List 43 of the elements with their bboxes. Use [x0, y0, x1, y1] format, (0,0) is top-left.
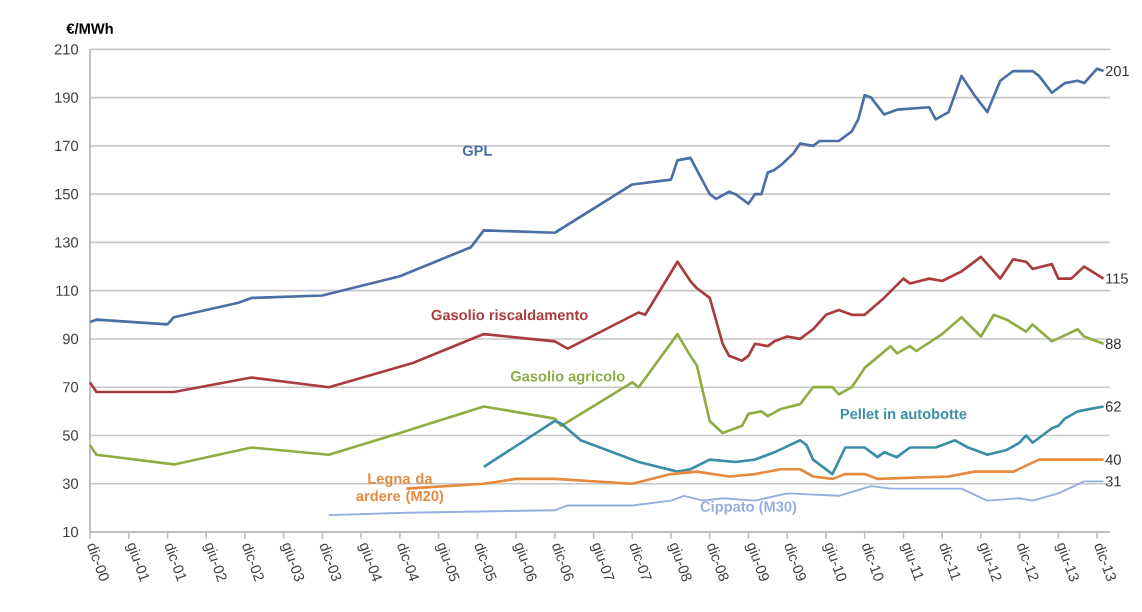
y-tick-label: 170 — [55, 140, 79, 152]
series-label: Legna da ardere (M20) — [356, 473, 444, 505]
series-label: Gasolio agricolo — [510, 370, 625, 385]
x-tick-label: dic-03 — [319, 543, 342, 582]
y-axis-title: €/MWh — [66, 23, 113, 34]
annotation: 88 — [1105, 338, 1121, 349]
x-tick-label: dic-11 — [939, 543, 961, 581]
line-series — [88, 67, 1105, 326]
annotation: 115 — [1106, 273, 1128, 284]
y-tick-label: 70 — [63, 382, 79, 393]
y-tick-label: 150 — [55, 188, 79, 200]
y-tick-label: 50 — [62, 430, 79, 441]
y-tick-label: 110 — [56, 285, 79, 296]
x-tick-label: dic-10 — [862, 543, 884, 581]
x-tick-label: dic-12 — [1017, 543, 1039, 582]
x-tick-label: giu-01 — [124, 543, 150, 583]
annotation: 201 — [1105, 65, 1129, 77]
x-tick-label: dic-02 — [242, 543, 264, 582]
x-tick-label: dic-09 — [784, 543, 807, 581]
x-tick-label: dic-01 — [164, 543, 187, 582]
y-tick-label: 190 — [55, 92, 79, 103]
y-tick-label: 30 — [62, 478, 79, 489]
annotation: 62 — [1105, 401, 1121, 412]
x-tick-label: dic-00 — [87, 543, 109, 581]
line-series — [482, 405, 1105, 476]
x-tick-label: dic-05 — [474, 543, 497, 581]
y-tick-label: 90 — [63, 333, 79, 345]
x-tick-label: dic-08 — [707, 543, 729, 582]
x-tick-label: dic-04 — [397, 543, 420, 582]
x-tick-label: dic-07 — [629, 543, 652, 579]
series-label: Pellet in autobotte — [840, 408, 967, 420]
series-label: Cippato (M30) — [700, 501, 797, 515]
y-tick-label: 210 — [54, 44, 79, 55]
x-tick-label: giu-03 — [279, 543, 305, 582]
x-tick-label: dic-06 — [552, 543, 574, 581]
line-series — [88, 255, 1105, 394]
x-tick-label: dic-13 — [1094, 543, 1116, 582]
series-label: Gasolio riscaldamento — [431, 309, 588, 321]
y-tick-label: 130 — [55, 237, 79, 248]
annotation: 31 — [1105, 476, 1121, 487]
text: GPL — [462, 145, 492, 156]
annotation: 40 — [1105, 454, 1121, 465]
y-tick-label: 10 — [63, 526, 79, 538]
